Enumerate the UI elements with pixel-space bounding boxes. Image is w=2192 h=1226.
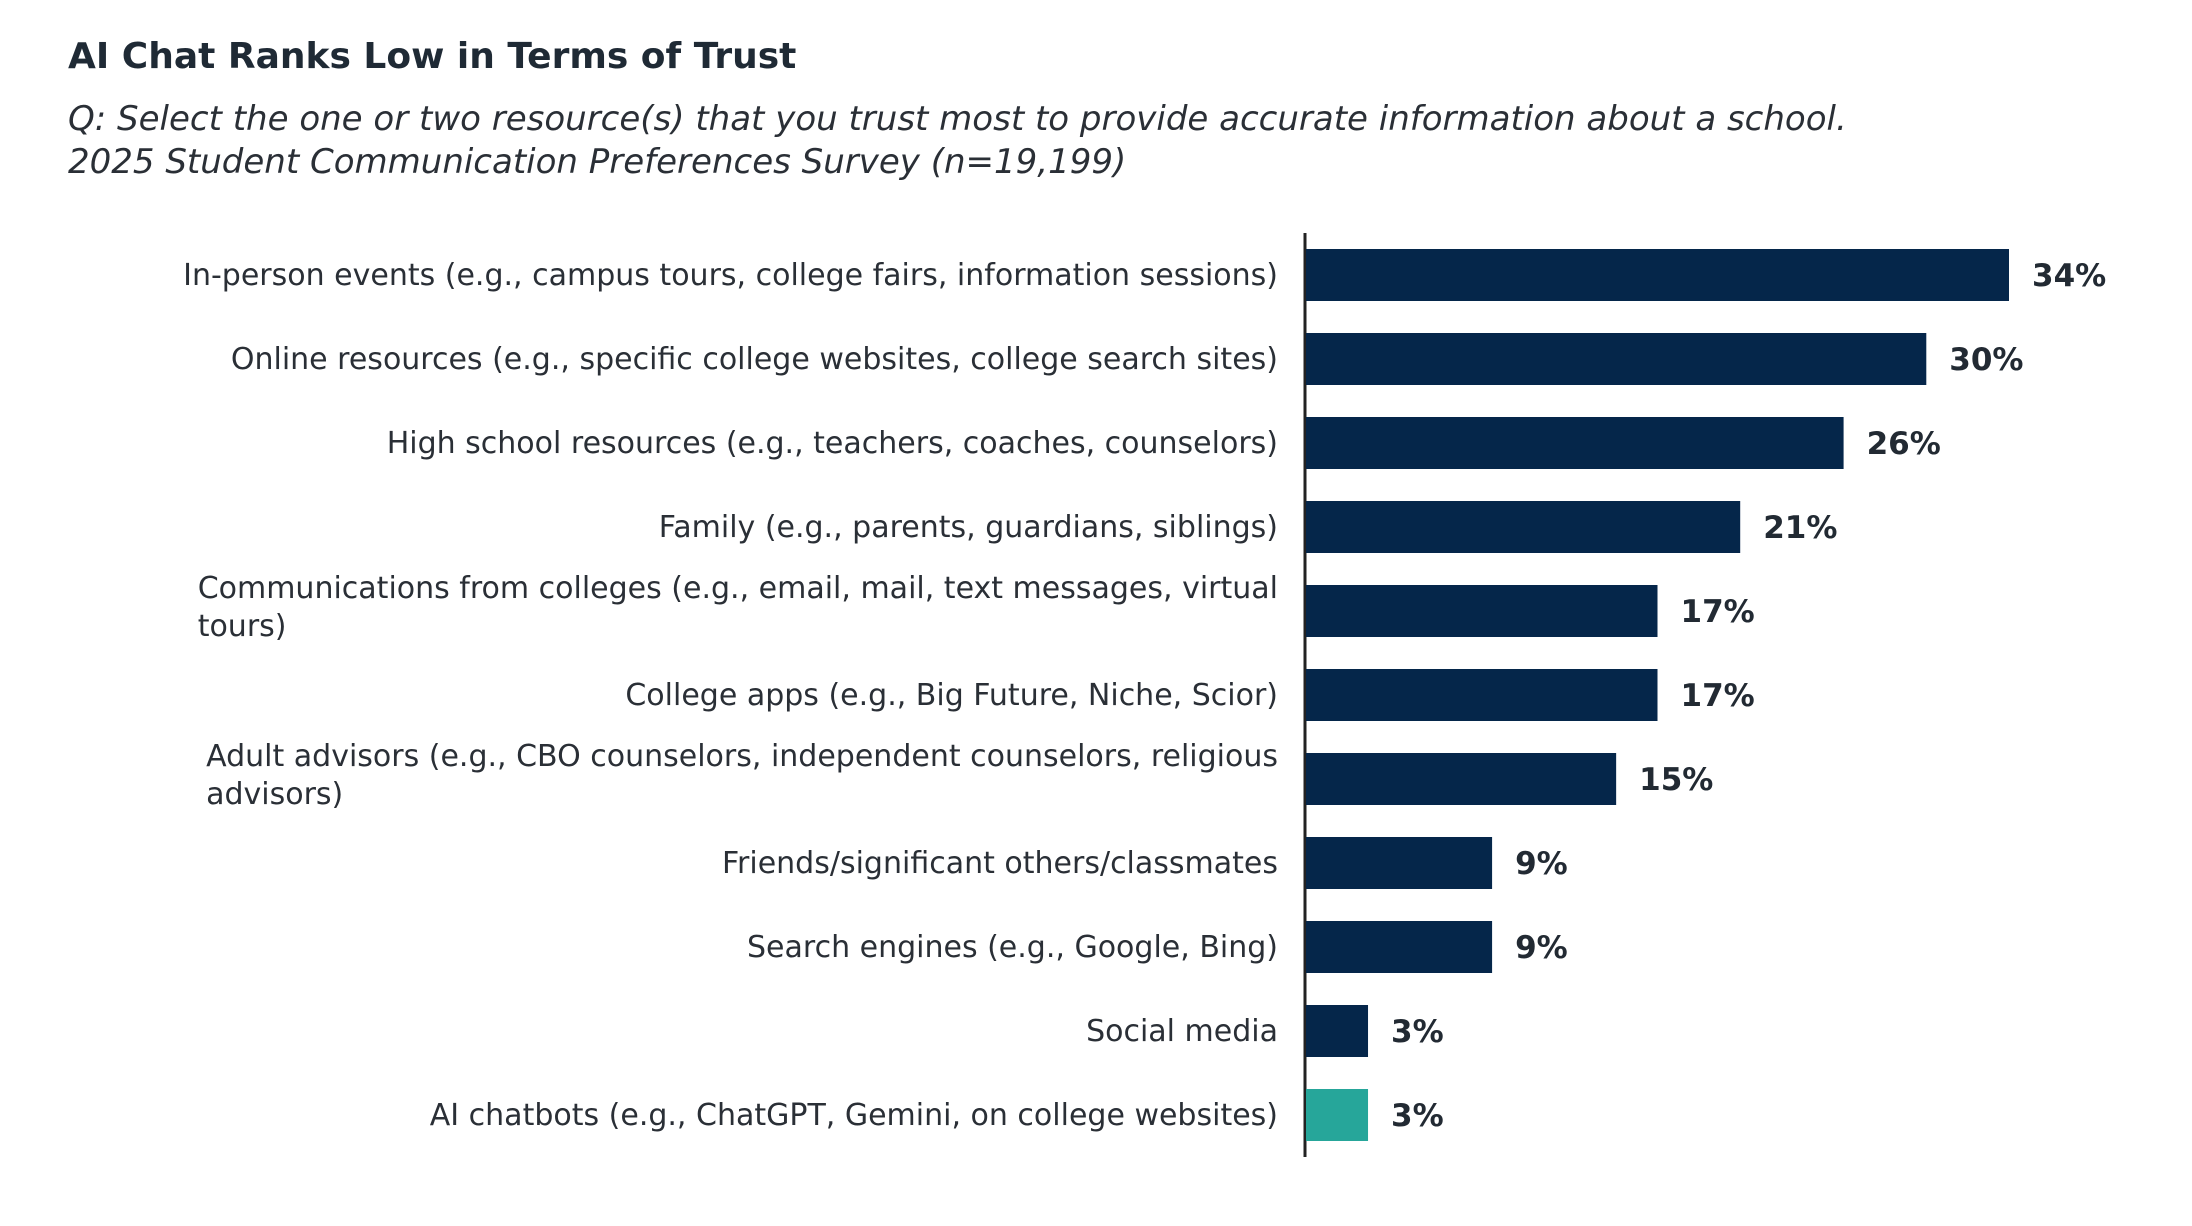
data-label-10: 3% (1391, 1014, 1444, 1050)
category-label-1: In-person events (e.g., campus tours, co… (183, 258, 1278, 293)
data-label-8: 9% (1515, 846, 1568, 882)
data-label-5: 17% (1681, 594, 1755, 630)
category-label-8: Friends/significant others/classmates (722, 846, 1278, 881)
category-label-3: High school resources (e.g., teachers, c… (387, 426, 1278, 461)
bar-7 (1306, 753, 1617, 805)
bar-5 (1306, 585, 1658, 637)
data-label-4: 21% (1763, 510, 1837, 546)
bar-11 (1306, 1089, 1369, 1141)
data-label-3: 26% (1867, 426, 1941, 462)
category-label-9: Search engines (e.g., Google, Bing) (747, 930, 1278, 965)
data-label-11: 3% (1391, 1098, 1444, 1134)
bar-6 (1306, 669, 1658, 721)
category-label-5: Communications from colleges (e.g., emai… (198, 571, 1278, 644)
category-label-10: Social media (1086, 1014, 1278, 1049)
data-label-1: 34% (2032, 258, 2106, 294)
category-label-6: College apps (e.g., Big Future, Niche, S… (625, 678, 1278, 713)
category-label-4: Family (e.g., parents, guardians, siblin… (659, 510, 1278, 545)
subtitle-question: Q: Select the one or two resource(s) tha… (68, 99, 1847, 139)
category-label-2: Online resources (e.g., specific college… (231, 342, 1278, 377)
data-label-7: 15% (1639, 762, 1713, 798)
bar-8 (1306, 837, 1493, 889)
bar-1 (1306, 249, 2009, 301)
bar-4 (1306, 501, 1741, 553)
data-label-9: 9% (1515, 930, 1568, 966)
data-label-2: 30% (1949, 342, 2023, 378)
category-label-7: Adult advisors (e.g., CBO counselors, in… (206, 739, 1278, 812)
bar-10 (1306, 1005, 1369, 1057)
subtitle-survey: 2025 Student Communication Preferences S… (68, 142, 1127, 182)
bar-9 (1306, 921, 1493, 973)
chart-subtitle: Q: Select the one or two resource(s) tha… (68, 98, 1847, 184)
category-label-11: AI chatbots (e.g., ChatGPT, Gemini, on c… (430, 1098, 1278, 1133)
bar-2 (1306, 333, 1927, 385)
bar-3 (1306, 417, 1844, 469)
chart-title: AI Chat Ranks Low in Terms of Trust (68, 36, 797, 77)
data-label-6: 17% (1681, 678, 1755, 714)
